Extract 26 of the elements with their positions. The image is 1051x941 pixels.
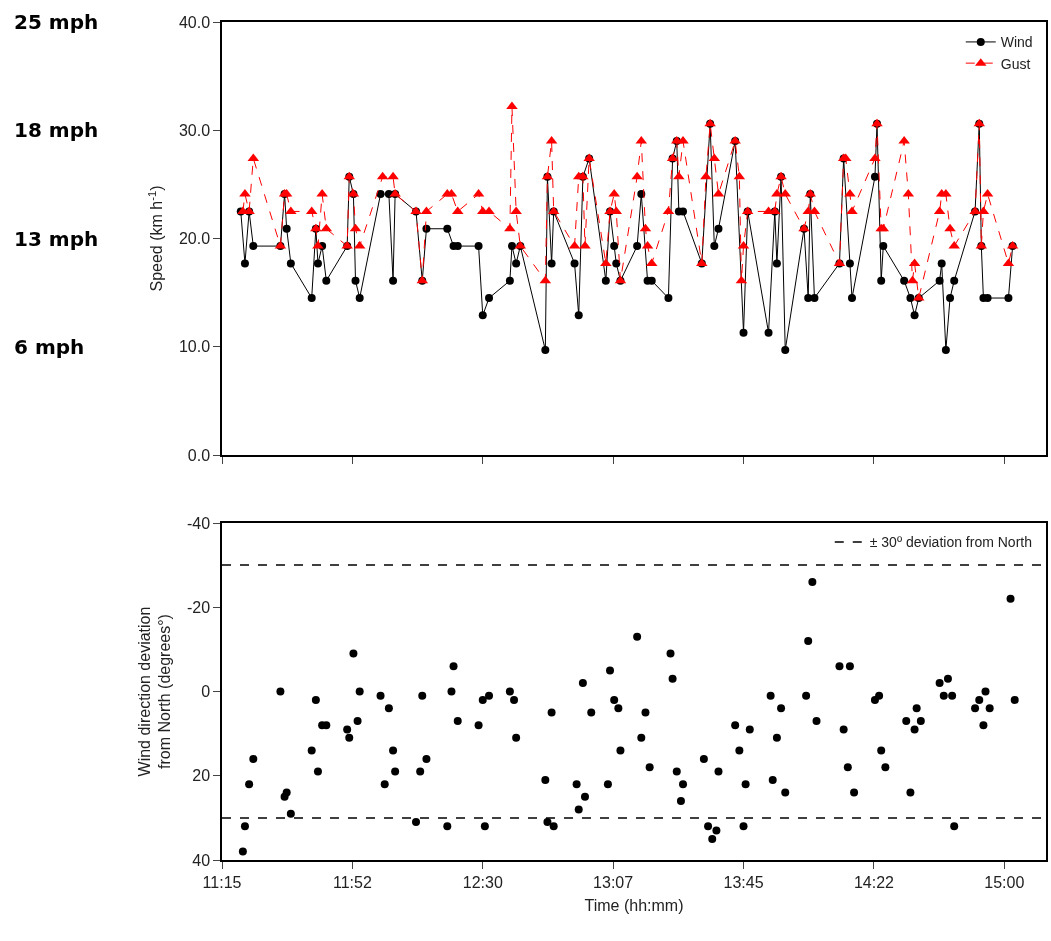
legend-label: Gust <box>1000 55 1031 72</box>
x-tick-label: 14:22 <box>853 873 895 891</box>
y-tick-label: 20.0 <box>178 230 211 248</box>
x-tick-label: 12:30 <box>462 873 503 891</box>
y-tick-label: -20 <box>186 598 211 616</box>
x-tick-label: 15:00 <box>984 873 1025 891</box>
x-tick-label: 11:52 <box>332 873 372 891</box>
text: 25 mph <box>14 10 99 34</box>
y-tick-label: 40.0 <box>178 13 211 31</box>
y-tick-label: 0 <box>201 683 211 701</box>
x-tick-label: 13:45 <box>723 873 764 891</box>
y-tick-label: 10.0 <box>178 338 211 356</box>
legend-label: Wind <box>1000 34 1033 51</box>
text: 18 mph <box>14 118 99 142</box>
y-tick-label: 30.0 <box>178 121 211 139</box>
x-tick-label: 13:07 <box>593 873 634 891</box>
y-tick-label: 0.0 <box>187 446 211 464</box>
x-axis-title: Time (hh:mm) <box>584 897 684 915</box>
legend-label: ± 30º deviation from North <box>869 534 1032 551</box>
text: 6 mph <box>14 335 85 359</box>
x-tick-label: 11:15 <box>202 873 242 891</box>
y-tick-label: 40 <box>192 851 211 869</box>
y-axis-title: Wind direction deviation from North (degrees°) <box>135 606 174 777</box>
y-tick-label: 20 <box>192 767 211 785</box>
text: 13 mph <box>14 227 99 251</box>
y-tick-label: -40 <box>186 514 211 532</box>
